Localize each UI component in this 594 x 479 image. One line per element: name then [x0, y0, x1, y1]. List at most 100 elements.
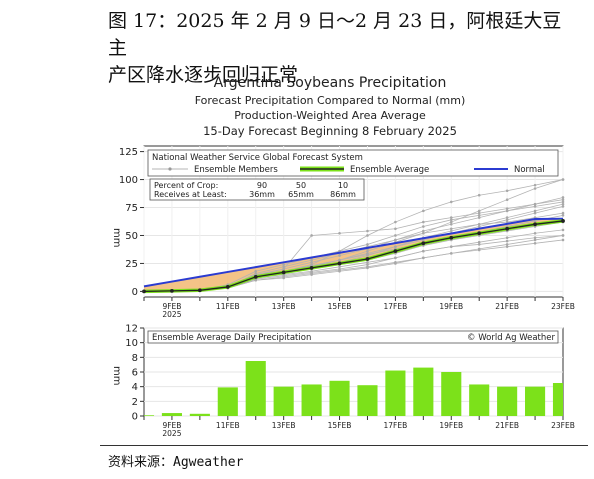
- ensemble-average-point: [477, 231, 482, 236]
- ensemble-member-point: [505, 239, 509, 243]
- precip-bar: [441, 372, 462, 416]
- ensemble-member-point: [254, 272, 258, 275]
- figure-caption-line1: 图 17：2025 年 2 月 9 日～2 月 23 日，阿根廷大豆主: [108, 10, 562, 59]
- chart-subtitle-3: 15-Day Forecast Beginning 8 February 202…: [203, 124, 457, 138]
- ensemble-member-point: [449, 216, 453, 219]
- bottom-x-tick-label: 11FEB: [216, 421, 240, 430]
- ensemble-member-point: [477, 209, 481, 213]
- crop-amount-3: 86mm: [330, 190, 356, 199]
- ensemble-member-point: [561, 238, 565, 242]
- ensemble-member-point: [477, 247, 481, 251]
- ensemble-member-point: [366, 253, 369, 256]
- ensemble-member-point: [477, 193, 481, 197]
- ensemble-average-group: [142, 219, 565, 294]
- ensemble-member-point: [561, 234, 565, 237]
- ensemble-member-point: [394, 262, 397, 265]
- ensemble-member-point: [533, 183, 537, 187]
- bottom-legend-box: [147, 330, 559, 344]
- ensemble-member-point: [310, 234, 313, 237]
- legend-members-label: Ensemble Members: [194, 165, 278, 175]
- ensemble-average-point: [449, 235, 454, 240]
- bottom-x-tick-label: 23FEB: [551, 421, 575, 430]
- ensemble-member-point: [533, 238, 537, 242]
- ensemble-member-point: [533, 209, 537, 213]
- ensemble-member-point: [561, 202, 565, 206]
- ensemble-average-point: [253, 274, 258, 279]
- top-x-tick-label: 21FEB: [495, 302, 519, 311]
- ensemble-member-point: [505, 245, 509, 248]
- ensemble-member-point: [533, 187, 537, 190]
- ensemble-member-point: [533, 211, 537, 215]
- precip-bar: [469, 384, 490, 416]
- bottom-y-tick-label: 6: [132, 368, 138, 379]
- ensemble-member-point: [366, 243, 369, 246]
- precip-bar: [301, 384, 322, 416]
- ensemble-member-point: [477, 225, 481, 228]
- crop-row1-label: Percent of Crop:: [154, 181, 218, 190]
- ensemble-average-point: [170, 288, 174, 293]
- figure-source: 资料来源：Agweather: [108, 455, 244, 470]
- chart-subtitle-2: Production-Weighted Area Average: [234, 109, 426, 122]
- bottom-x-tick-label: 17FEB: [384, 421, 408, 430]
- ensemble-member-point: [282, 267, 285, 271]
- ensemble-member-point: [561, 178, 565, 181]
- crop-amount-1: 36mm: [249, 190, 275, 199]
- ensemble-member-point: [477, 214, 481, 217]
- normal-line-group: [143, 217, 564, 288]
- deficit-fill: [144, 218, 563, 292]
- top-x-tick-label: 11FEB: [216, 302, 240, 311]
- precip-bar: [525, 386, 546, 416]
- precip-bar: [245, 361, 266, 416]
- chart-area: Argentina Soybeans Precipitation Forecas…: [100, 66, 580, 444]
- ensemble-member-point: [561, 214, 565, 217]
- ensemble-member-point: [533, 219, 537, 223]
- ensemble-member-point: [394, 234, 397, 237]
- precip-bar: [497, 386, 518, 416]
- chart-title: Argentina Soybeans Precipitation: [214, 75, 447, 91]
- ensemble-member-point: [533, 242, 537, 245]
- top-x-tick-label: 13FEB: [272, 302, 296, 311]
- ensemble-member-point: [449, 200, 453, 204]
- precip-bar: [273, 386, 294, 416]
- top-y-tick-label: 125: [119, 147, 138, 158]
- figure-caption-line2: 产区降水逐步回归正常: [108, 64, 299, 86]
- precip-bar: [413, 367, 434, 416]
- precip-bar: [144, 415, 155, 416]
- ensemble-member-point: [394, 256, 397, 260]
- ensemble-average-point: [337, 261, 342, 266]
- top-y-tick-label: 50: [125, 231, 138, 242]
- precip-bar: [189, 413, 210, 416]
- top-x-tick-label: 9FEB: [162, 302, 181, 311]
- ensemble-member-point: [254, 269, 258, 273]
- ensemble-member-point: [310, 258, 313, 262]
- legend-average-label: Ensemble Average: [350, 165, 429, 175]
- ensemble-member-point: [533, 205, 537, 208]
- bottom-x-tick-label: 21FEB: [495, 421, 519, 430]
- ensemble-member-point: [366, 234, 369, 237]
- bottom-panel-credit: © World Ag Weather: [467, 333, 555, 343]
- ensemble-member-point: [561, 211, 565, 215]
- ensemble-member-point: [449, 252, 453, 255]
- ensemble-member-point: [366, 263, 369, 266]
- precip-bar: [161, 413, 182, 416]
- ensemble-member-point: [505, 243, 509, 246]
- top-x-tick-label: 17FEB: [384, 302, 408, 311]
- precip-bar: [385, 370, 406, 416]
- ensemble-member-point: [338, 269, 341, 273]
- bottom-y-tick-label: 12: [125, 324, 138, 335]
- figure-caption: 图 17：2025 年 2 月 9 日～2 月 23 日，阿根廷大豆主 产区降水…: [108, 8, 578, 89]
- ensemble-average-point: [309, 266, 314, 270]
- ensemble-member-point: [449, 220, 453, 224]
- ensemble-member-point: [449, 218, 453, 222]
- crop-amount-2: 65mm: [288, 190, 314, 199]
- ensemble-member-point: [310, 261, 313, 264]
- ensemble-member-point: [394, 245, 397, 248]
- crop-percent-2: 50: [296, 181, 306, 190]
- ensemble-member-point: [394, 238, 397, 242]
- ensemble-member-point: [422, 231, 425, 235]
- ensemble-member-point: [533, 231, 537, 235]
- legend-normal-label: Normal: [514, 165, 545, 175]
- ensemble-member-point: [422, 229, 425, 233]
